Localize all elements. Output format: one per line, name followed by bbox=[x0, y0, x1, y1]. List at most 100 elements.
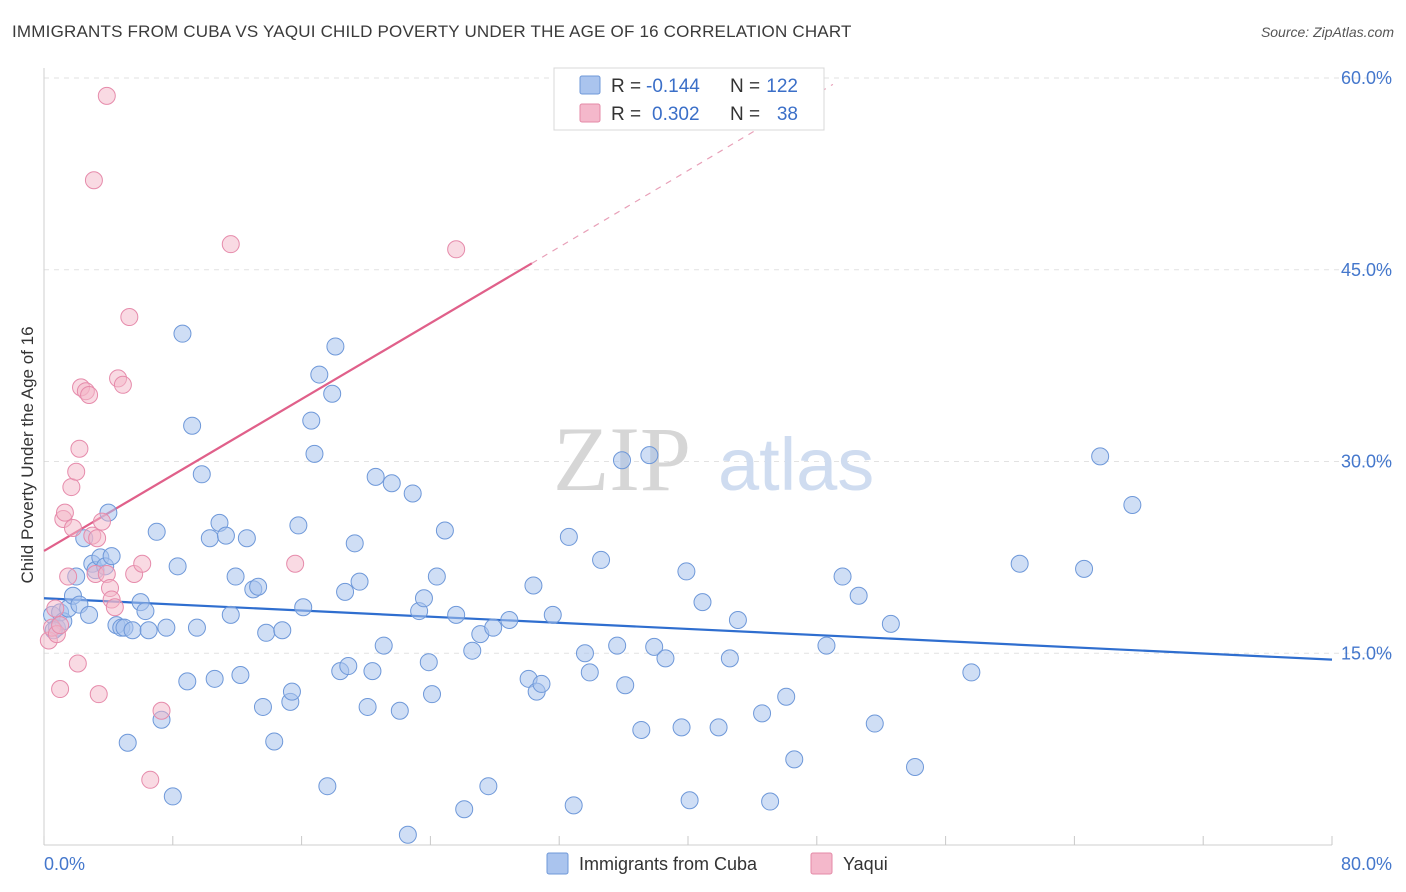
point-yaqui bbox=[221, 235, 240, 254]
point-cuba bbox=[414, 589, 433, 608]
point-cuba bbox=[592, 550, 611, 569]
point-cuba bbox=[849, 586, 868, 605]
point-yaqui bbox=[68, 654, 87, 673]
point-cuba bbox=[575, 644, 594, 663]
point-cuba bbox=[608, 636, 627, 655]
legend-n-value-blue: 122 bbox=[766, 76, 798, 97]
point-yaqui bbox=[80, 386, 99, 405]
point-yaqui bbox=[51, 616, 70, 635]
point-cuba bbox=[543, 605, 562, 624]
point-cuba bbox=[192, 465, 211, 484]
point-cuba bbox=[363, 662, 382, 681]
point-cuba bbox=[500, 611, 519, 630]
point-cuba bbox=[479, 777, 498, 796]
point-cuba bbox=[709, 718, 728, 737]
point-yaqui bbox=[92, 512, 111, 531]
point-cuba bbox=[237, 529, 256, 548]
point-cuba bbox=[168, 557, 187, 576]
point-cuba bbox=[580, 663, 599, 682]
point-cuba bbox=[257, 623, 276, 642]
chart-title: IMMIGRANTS FROM CUBA VS YAQUI CHILD POVE… bbox=[12, 22, 852, 41]
point-cuba bbox=[680, 791, 699, 810]
point-cuba bbox=[289, 516, 308, 535]
point-yaqui bbox=[97, 86, 116, 105]
point-cuba bbox=[136, 602, 155, 621]
point-cuba bbox=[336, 582, 355, 601]
point-cuba bbox=[881, 614, 900, 633]
point-yaqui bbox=[51, 680, 70, 699]
point-cuba bbox=[906, 758, 925, 777]
point-cuba bbox=[350, 572, 369, 591]
point-cuba bbox=[205, 669, 224, 688]
point-cuba bbox=[656, 649, 675, 668]
point-yaqui bbox=[286, 554, 305, 573]
point-cuba bbox=[273, 621, 292, 640]
grid-lines bbox=[44, 77, 1392, 654]
bottom-legend-label-yaqui: Yaqui bbox=[843, 854, 888, 874]
point-cuba bbox=[1123, 495, 1142, 514]
point-cuba bbox=[761, 792, 780, 811]
point-yaqui bbox=[63, 518, 82, 537]
series-legend: Immigrants from Cuba Yaqui bbox=[546, 852, 888, 875]
point-cuba bbox=[366, 467, 385, 486]
point-yaqui bbox=[84, 171, 103, 190]
point-cuba bbox=[118, 733, 137, 752]
source-label: Source: ZipAtlas.com bbox=[1260, 24, 1394, 40]
point-yaqui bbox=[105, 598, 124, 617]
point-yaqui bbox=[447, 240, 466, 259]
point-yaqui bbox=[133, 554, 152, 573]
x-tick-label-max: 80.0% bbox=[1341, 854, 1392, 874]
point-yaqui bbox=[59, 567, 78, 586]
point-yaqui bbox=[120, 308, 139, 327]
point-cuba bbox=[282, 682, 301, 701]
point-cuba bbox=[305, 444, 324, 463]
point-yaqui bbox=[113, 375, 132, 394]
point-cuba bbox=[817, 636, 836, 655]
point-cuba bbox=[216, 526, 235, 545]
point-cuba bbox=[173, 324, 192, 343]
point-cuba bbox=[484, 618, 503, 637]
point-cuba bbox=[390, 701, 409, 720]
point-cuba bbox=[419, 653, 438, 672]
legend-swatch-pink bbox=[579, 103, 601, 123]
point-cuba bbox=[358, 697, 377, 716]
point-cuba bbox=[435, 521, 454, 540]
point-cuba bbox=[532, 674, 551, 693]
point-cuba bbox=[147, 522, 166, 541]
point-cuba bbox=[632, 720, 651, 739]
point-cuba bbox=[463, 641, 482, 660]
point-cuba bbox=[302, 411, 321, 430]
correlation-legend: R = -0.144 N = 122 R = 0.302 N = 38 bbox=[553, 67, 825, 131]
legend-swatch-blue bbox=[579, 75, 601, 95]
point-cuba bbox=[677, 562, 696, 581]
bottom-legend-label-cuba: Immigrants from Cuba bbox=[579, 854, 758, 874]
point-yaqui bbox=[152, 701, 171, 720]
point-cuba bbox=[339, 657, 358, 676]
point-yaqui bbox=[46, 599, 65, 618]
point-cuba bbox=[559, 527, 578, 546]
point-cuba bbox=[423, 685, 442, 704]
point-cuba bbox=[403, 484, 422, 503]
point-cuba bbox=[427, 567, 446, 586]
point-cuba bbox=[265, 732, 284, 751]
y-tick-label: 60.0% bbox=[1341, 68, 1392, 88]
legend-r-value-blue: -0.144 bbox=[646, 76, 700, 97]
data-points bbox=[39, 86, 1142, 844]
point-cuba bbox=[200, 529, 219, 548]
watermark-atlas: atlas bbox=[718, 423, 874, 506]
point-cuba bbox=[374, 636, 393, 655]
point-cuba bbox=[524, 576, 543, 595]
point-cuba bbox=[612, 451, 631, 470]
y-tick-label: 45.0% bbox=[1341, 260, 1392, 280]
point-yaqui bbox=[89, 685, 108, 704]
trend-line-yaqui bbox=[43, 262, 533, 552]
point-cuba bbox=[728, 611, 747, 630]
point-yaqui bbox=[55, 503, 74, 522]
point-cuba bbox=[157, 618, 176, 637]
point-cuba bbox=[294, 598, 313, 617]
point-cuba bbox=[865, 714, 884, 733]
point-yaqui bbox=[70, 439, 89, 458]
bottom-legend-swatch-yaqui bbox=[810, 852, 833, 875]
point-cuba bbox=[318, 777, 337, 796]
point-cuba bbox=[102, 547, 121, 566]
